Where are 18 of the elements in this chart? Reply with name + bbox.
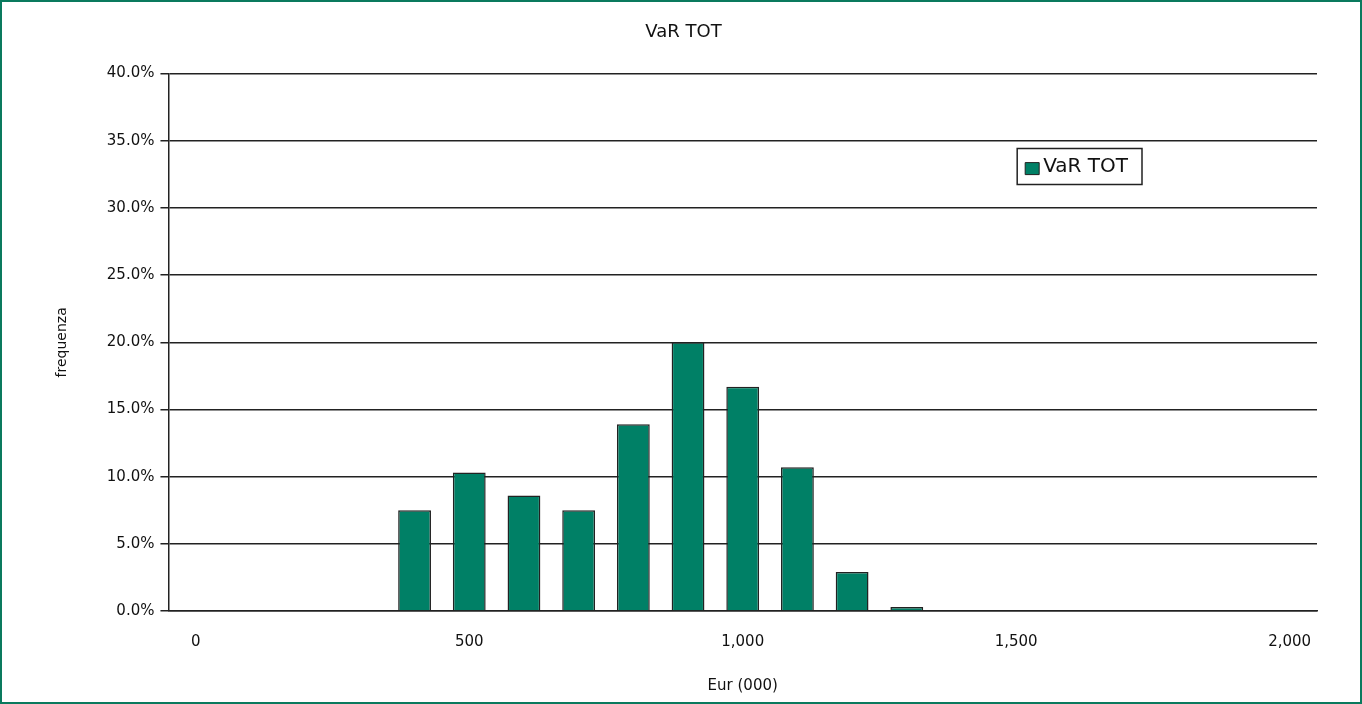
- x-tick-label: 1,000: [721, 631, 765, 650]
- y-tick-label: 30.0%: [106, 197, 155, 216]
- y-tick-label: 10.0%: [106, 466, 155, 485]
- y-tick-label: 0.0%: [116, 600, 155, 619]
- x-tick-label: 1,500: [994, 631, 1038, 650]
- y-tick-label: 20.0%: [106, 332, 155, 351]
- y-tick-label: 40.0%: [106, 63, 155, 82]
- y-axis-title: frequenza: [53, 307, 70, 378]
- chart-title: VaR TOT: [645, 20, 723, 42]
- y-tick-label: 25.0%: [106, 265, 155, 284]
- x-tick-label: 2,000: [1268, 631, 1312, 650]
- x-axis-title: Eur (000): [707, 675, 778, 694]
- y-tick-label: 5.0%: [116, 533, 155, 552]
- x-tick-label: 500: [454, 631, 484, 650]
- y-tick-label: 15.0%: [106, 399, 155, 418]
- x-tick-label: 0: [191, 631, 201, 650]
- legend-label: VaR TOT: [1043, 152, 1129, 177]
- y-tick-label: 35.0%: [106, 130, 155, 149]
